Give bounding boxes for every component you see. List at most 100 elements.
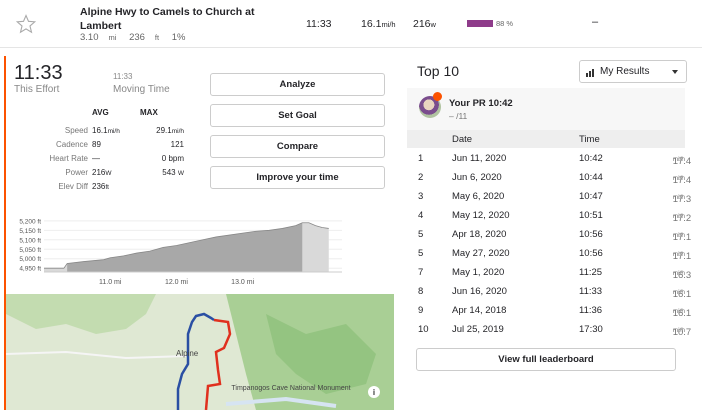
stats-row-power: Power 216W 543 W	[14, 168, 184, 182]
leaderboard-header: Date Time	[407, 130, 685, 148]
stat-label: Speed	[64, 126, 88, 135]
avatar[interactable]	[419, 96, 441, 118]
row-date[interactable]: Jun 16, 2020	[452, 286, 507, 297]
row-speed: 16.1 mi/h	[672, 305, 692, 319]
stat-avg-value: 89	[92, 140, 101, 149]
row-time: 11:33	[579, 286, 603, 297]
elevation-chart[interactable]: 5,200 ft 5,150 ft 5,100 ft 5,050 ft 5,000 ft…	[6, 214, 346, 290]
leaderboard-row[interactable]: 2 Jun 6, 2020 10:44 17.4 mi/h	[407, 169, 692, 188]
row-time: 10:56	[579, 229, 603, 240]
max-header: MAX	[140, 108, 158, 117]
star-icon[interactable]	[16, 14, 36, 34]
row-time: 10:51	[579, 210, 603, 221]
row-speed-value: 16.1	[672, 289, 692, 300]
segment-meta: 3.10 mi 236 ft 1%	[80, 32, 195, 43]
chart-x-tick: 12.0 mi	[165, 279, 188, 286]
stat-max-value: 0 bpm	[161, 154, 184, 163]
row-time: 10:56	[579, 248, 603, 259]
segment-speed: 16.1mi/h	[361, 18, 396, 30]
row-rank: 1	[418, 153, 424, 164]
row-date[interactable]: Jul 25, 2019	[452, 324, 504, 335]
row-time: 11:36	[579, 305, 603, 316]
moving-time-label: Moving Time	[113, 84, 170, 95]
row-date[interactable]: Jun 11, 2020	[452, 153, 507, 164]
row-date[interactable]: Apr 18, 2020	[452, 229, 507, 240]
row-date[interactable]: May 12, 2020	[452, 210, 510, 221]
segment-title[interactable]: Alpine Hwy to Camels to Church at Lamber…	[80, 6, 255, 32]
map-forest-2	[266, 314, 376, 394]
map-info-icon[interactable]	[368, 386, 380, 398]
stat-max-unit: W	[177, 170, 184, 177]
stat-max-unit: mi/h	[171, 128, 184, 135]
compare-button[interactable]: Compare	[210, 135, 385, 158]
chart-y-tick: 5,150 ft	[19, 228, 41, 235]
segment-distance: 3.10	[80, 32, 99, 43]
row-rank: 5	[418, 229, 424, 240]
chevron-down-icon	[672, 70, 678, 74]
segment-elev: 236	[129, 32, 145, 43]
row-time: 17:30	[579, 324, 603, 335]
stat-max-value: 121	[170, 140, 184, 149]
route-map[interactable]: Alpine Timpanogos Cave National Monument…	[6, 294, 394, 410]
leaderboard-row[interactable]: 8 Jun 16, 2020 11:33 16.1 mi/h	[407, 283, 691, 302]
leaderboard-row[interactable]: 7 May 1, 2020 11:25 16.3 mi/h	[407, 264, 691, 283]
row-rank: 4	[418, 210, 424, 221]
row-speed-unit: mi/h	[672, 156, 685, 163]
stat-label: Power	[65, 168, 88, 177]
stat-avg: 89	[92, 140, 101, 149]
stats-row-heart-rate: Heart Rate — 0 bpm	[14, 154, 184, 168]
row-date[interactable]: May 1, 2020	[452, 267, 505, 278]
leaderboard-row[interactable]: 3 May 6, 2020 10:47 17.3 mi/h	[407, 188, 692, 207]
stat-max-value: 29.1	[156, 126, 172, 135]
analyze-button[interactable]: Analyze	[210, 73, 385, 96]
segment-grade: 1%	[171, 32, 186, 43]
leaderboard-row[interactable]: 5 Apr 18, 2020 10:56 17.1 mi/h	[407, 226, 692, 245]
row-rank: 2	[418, 172, 424, 183]
stat-avg-value: —	[92, 154, 100, 163]
segment-power-unit: w	[430, 20, 436, 29]
col-date-header: Date	[452, 134, 473, 145]
row-speed-value: 17.4	[672, 175, 692, 186]
leaderboard-row[interactable]: 10 Jul 25, 2019 17:30 10.7 mi/h	[407, 321, 691, 340]
view-full-leaderboard-button[interactable]: View full leaderboard	[416, 348, 676, 371]
row-date[interactable]: Jun 6, 2020	[452, 172, 502, 183]
map-river	[225, 396, 337, 408]
stat-max: 543 W	[162, 168, 184, 177]
segment-time: 11:33	[306, 18, 332, 30]
leaderboard-row[interactable]: 4 May 12, 2020 10:51 17.2 mi/h	[407, 207, 691, 226]
row-speed: 17.3 mi/h	[673, 191, 692, 205]
row-date[interactable]: Apr 14, 2018	[452, 305, 507, 316]
row-speed-value: 17.2	[672, 213, 692, 224]
stat-avg-unit: ft	[105, 184, 109, 191]
stat-avg-unit: mi/h	[107, 128, 120, 135]
segment-row[interactable]: Alpine Hwy to Camels to Church at Lamber…	[0, 0, 702, 48]
segment-distance-unit: mi	[108, 33, 117, 42]
map-forest	[6, 294, 156, 334]
route-red	[204, 318, 232, 410]
row-speed-unit: mi/h	[672, 308, 685, 315]
accent-bar	[4, 56, 6, 410]
results-dropdown[interactable]: My Results	[579, 60, 687, 83]
leaderboard-row[interactable]: 1 Jun 11, 2020 10:42 17.4 mi/h	[407, 150, 691, 169]
row-speed-unit: mi/h	[672, 213, 685, 220]
row-speed-value: 16.1	[672, 308, 692, 319]
set-goal-button[interactable]: Set Goal	[210, 104, 385, 127]
chart-y-tick: 5,050 ft	[19, 247, 41, 254]
row-date[interactable]: May 6, 2020	[452, 191, 505, 202]
row-speed-value: 16.3	[672, 270, 692, 281]
row-time: 10:44	[579, 172, 603, 183]
chart-y-tick: 5,100 ft	[19, 237, 41, 244]
effort-label: This Effort	[14, 84, 60, 95]
row-speed-value: 17.4	[672, 156, 692, 167]
stats-row-speed: Speed 16.1mi/h 29.1mi/h	[14, 126, 184, 140]
avg-header: AVG	[92, 108, 109, 117]
row-speed: 17.1 mi/h	[673, 229, 692, 243]
row-rank: 3	[418, 191, 424, 202]
row-speed: 17.4 mi/h	[673, 172, 692, 186]
row-speed-value: 17.1	[672, 232, 692, 243]
row-date[interactable]: May 27, 2020	[452, 248, 510, 259]
leaderboard-row[interactable]: 5 May 27, 2020 10:56 17.1 mi/h	[407, 245, 691, 264]
improve-time-button[interactable]: Improve your time	[210, 166, 385, 189]
leaderboard-row[interactable]: 9 Apr 14, 2018 11:36 16.1 mi/h	[407, 302, 692, 321]
stat-label: Heart Rate	[49, 154, 88, 163]
